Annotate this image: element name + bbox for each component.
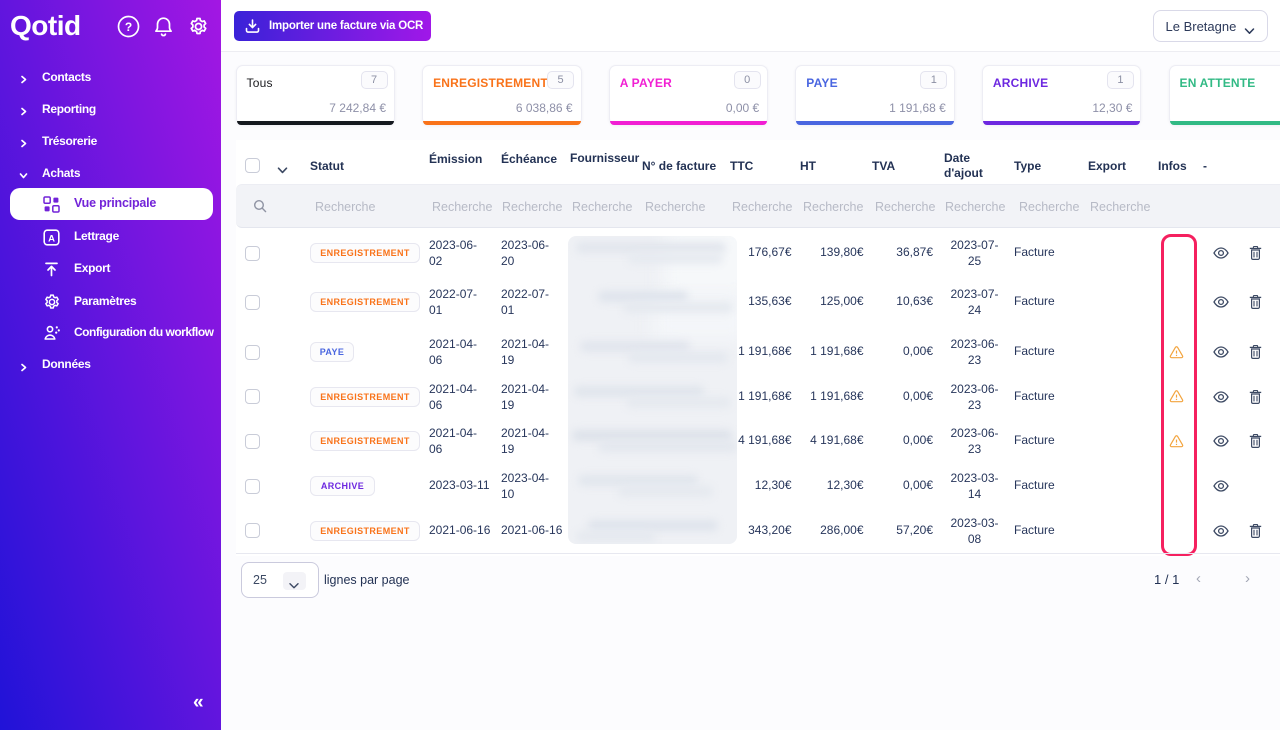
svg-text:A: A [48, 233, 55, 244]
svg-text:?: ? [125, 20, 132, 34]
